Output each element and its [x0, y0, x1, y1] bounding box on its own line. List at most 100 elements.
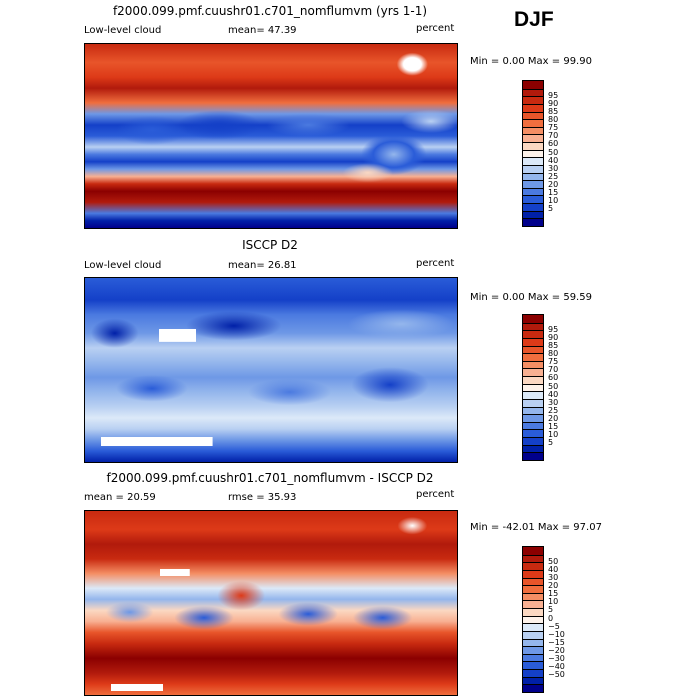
- colorbar-tick-label: 30: [548, 397, 559, 407]
- colorbar-tick-label: 0: [548, 613, 554, 623]
- colorbar-swatch: [523, 172, 543, 181]
- panel2-minmax-label: Min = 0.00 Max = 59.59: [470, 292, 592, 303]
- panel1-map: [84, 43, 458, 229]
- colorbar-swatch: [523, 119, 543, 127]
- panel1-mean-label: mean= 47.39: [228, 25, 297, 36]
- colorbar-swatch: [523, 383, 543, 392]
- colorbar-tick-label: 15: [548, 187, 559, 197]
- colorbar-swatch: [523, 142, 543, 150]
- colorbar-swatch: [523, 134, 543, 143]
- colorbar-swatch: [523, 353, 543, 361]
- colorbar-tick-label: −30: [548, 653, 565, 663]
- colorbar-swatch: [523, 103, 543, 112]
- colorbar-tick-label: 75: [548, 357, 559, 367]
- colorbar-tick-label: 50: [548, 147, 559, 157]
- colorbar-swatch: [523, 164, 543, 173]
- colorbar-swatch: [523, 111, 543, 120]
- colorbar-tick-label: 20: [548, 179, 559, 189]
- panel2-map: [84, 277, 458, 463]
- panel2-variable-label: Low-level cloud: [84, 260, 162, 271]
- colorbar-swatch: [523, 547, 543, 555]
- colorbar-swatch: [523, 376, 543, 384]
- panel2-title: ISCCP D2: [242, 238, 298, 252]
- colorbar-tick-label: 60: [548, 139, 559, 149]
- colorbar-swatch: [523, 345, 543, 354]
- colorbar-tick-label: −10: [548, 629, 565, 639]
- panel1-title: f2000.099.pmf.cuushr01.c701_nomflumvm (y…: [112, 4, 428, 18]
- season-label: DJF: [514, 8, 554, 31]
- colorbar-tick-label: 40: [548, 155, 559, 165]
- colorbar-tick-label: −5: [548, 621, 560, 631]
- colorbar-tick-label: 10: [548, 429, 559, 439]
- colorbar-swatch: [523, 391, 543, 399]
- colorbar-swatch: [523, 577, 543, 586]
- panel3-map: [84, 510, 458, 696]
- panel3-units-label: percent: [416, 489, 455, 500]
- panel2-colorbar: [522, 314, 544, 461]
- colorbar-swatch: [523, 653, 543, 662]
- colorbar-tick-label: 25: [548, 405, 559, 415]
- colorbar-tick-label: 5: [548, 605, 554, 615]
- colorbar-tick-label: 5: [548, 203, 554, 213]
- colorbar-swatch: [523, 88, 543, 97]
- colorbar-swatch: [523, 195, 543, 204]
- panel2-mean-label: mean= 26.81: [228, 260, 297, 271]
- colorbar-tick-label: 85: [548, 341, 559, 351]
- colorbar-swatch: [523, 149, 543, 158]
- panel3-title: f2000.099.pmf.cuushr01.c701_nomflumvm - …: [106, 471, 434, 485]
- colorbar-swatch: [523, 569, 543, 578]
- colorbar-swatch: [523, 157, 543, 165]
- colorbar-tick-label: 25: [548, 171, 559, 181]
- colorbar-swatch: [523, 592, 543, 601]
- panel3-mean-label: mean = 20.59: [84, 492, 156, 503]
- colorbar-swatch: [523, 562, 543, 570]
- colorbar-swatch: [523, 421, 543, 430]
- colorbar-tick-label: 10: [548, 597, 559, 607]
- panel3-colorbar: [522, 546, 544, 693]
- colorbar-swatch: [523, 684, 543, 692]
- colorbar-swatch: [523, 429, 543, 438]
- colorbar-swatch: [523, 96, 543, 104]
- colorbar-swatch: [523, 398, 543, 407]
- colorbar-swatch: [523, 608, 543, 616]
- colorbar-tick-label: 95: [548, 91, 559, 101]
- colorbar-swatch: [523, 630, 543, 639]
- colorbar-tick-label: 90: [548, 333, 559, 343]
- colorbar-tick-label: 50: [548, 381, 559, 391]
- colorbar-tick-label: 85: [548, 107, 559, 117]
- colorbar-swatch: [523, 669, 543, 677]
- colorbar-swatch: [523, 646, 543, 654]
- colorbar-tick-label: 80: [548, 349, 559, 359]
- colorbar-swatch: [523, 452, 543, 460]
- colorbar-swatch: [523, 444, 543, 453]
- colorbar-tick-label: 15: [548, 421, 559, 431]
- colorbar-tick-label: 70: [548, 131, 559, 141]
- colorbar-tick-label: 15: [548, 589, 559, 599]
- panel2-units-label: percent: [416, 258, 455, 269]
- colorbar-swatch: [523, 661, 543, 670]
- colorbar-swatch: [523, 414, 543, 422]
- colorbar-swatch: [523, 368, 543, 377]
- panel1-minmax-label: Min = 0.00 Max = 99.90: [470, 56, 592, 67]
- colorbar-swatch: [523, 406, 543, 415]
- colorbar-swatch: [523, 676, 543, 685]
- colorbar-swatch: [523, 315, 543, 323]
- colorbar-tick-label: 30: [548, 163, 559, 173]
- colorbar-tick-label: 30: [548, 573, 559, 583]
- colorbar-tick-label: 20: [548, 581, 559, 591]
- panel1-variable-label: Low-level cloud: [84, 25, 162, 36]
- colorbar-tick-label: 75: [548, 123, 559, 133]
- colorbar-swatch: [523, 638, 543, 647]
- colorbar-swatch: [523, 126, 543, 135]
- colorbar-tick-label: 60: [548, 373, 559, 383]
- colorbar-swatch: [523, 600, 543, 609]
- colorbar-tick-label: 40: [548, 565, 559, 575]
- colorbar-tick-label: 20: [548, 413, 559, 423]
- colorbar-tick-label: −50: [548, 669, 565, 679]
- colorbar-swatch: [523, 180, 543, 188]
- colorbar-swatch: [523, 585, 543, 593]
- colorbar-swatch: [523, 187, 543, 196]
- colorbar-swatch: [523, 322, 543, 331]
- colorbar-swatch: [523, 203, 543, 211]
- colorbar-tick-label: 50: [548, 557, 559, 567]
